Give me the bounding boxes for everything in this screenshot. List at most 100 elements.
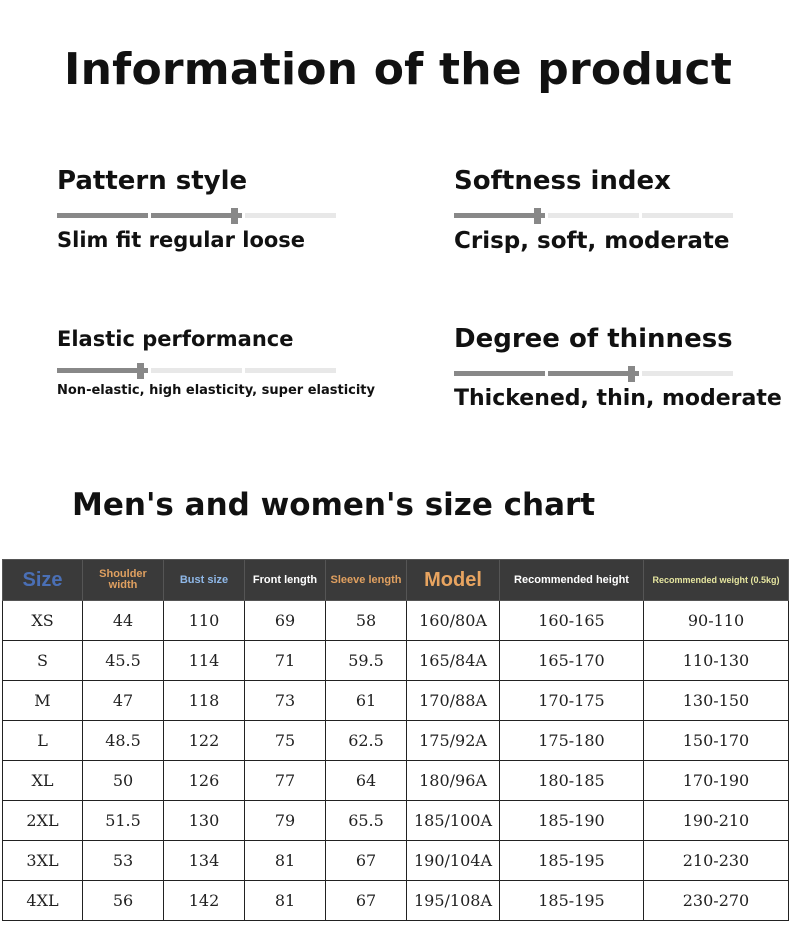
table-cell: 61 — [325, 680, 407, 721]
table-row: XL 50 126 77 64 180/96A 180-185 170-190 — [2, 760, 789, 801]
table-cell: 210-230 — [643, 840, 789, 881]
scale-marker — [534, 208, 541, 224]
attribute-softness-index: Softness index Crisp, soft, moderate — [454, 166, 784, 254]
table-cell: 130-150 — [643, 680, 789, 721]
header-label: Front length — [252, 573, 318, 586]
table-cell: 126 — [163, 760, 245, 801]
attribute-value: Slim fit regular loose — [57, 228, 306, 252]
table-cell: 44 — [82, 600, 164, 641]
table-cell: 180/96A — [406, 760, 500, 801]
attribute-pattern-style: Pattern style Slim fit regular loose — [57, 166, 387, 252]
scale-segment — [245, 213, 336, 218]
table-row: 3XL 53 134 81 67 190/104A 185-195 210-230 — [2, 840, 789, 881]
table-cell: 81 — [244, 880, 326, 921]
scale-segment — [57, 213, 148, 218]
table-cell: 62.5 — [325, 720, 407, 761]
size-chart-header-cell: Recommended weight (0.5kg) — [643, 559, 789, 601]
table-cell: 50 — [82, 760, 164, 801]
table-cell: 114 — [163, 640, 245, 681]
table-cell: 122 — [163, 720, 245, 761]
table-cell: 110 — [163, 600, 245, 641]
table-row: S 45.5 114 71 59.5 165/84A 165-170 110-130 — [2, 640, 789, 681]
size-chart-header-cell: Size — [2, 559, 83, 601]
table-cell: 75 — [244, 720, 326, 761]
table-cell: 150-170 — [643, 720, 789, 761]
table-cell: 2XL — [2, 800, 83, 841]
table-cell: 195/108A — [406, 880, 500, 921]
table-cell: 58 — [325, 600, 407, 641]
table-cell: 134 — [163, 840, 245, 881]
scale-segment — [454, 371, 545, 376]
table-cell: 64 — [325, 760, 407, 801]
attribute-label: Elastic performance — [57, 327, 294, 351]
attribute-value: Crisp, soft, moderate — [454, 228, 730, 254]
table-cell: 110-130 — [643, 640, 789, 681]
table-cell: 170-175 — [499, 680, 644, 721]
table-cell: 170/88A — [406, 680, 500, 721]
table-cell: 175/92A — [406, 720, 500, 761]
table-cell: 73 — [244, 680, 326, 721]
table-cell: 45.5 — [82, 640, 164, 681]
table-cell: 165-170 — [499, 640, 644, 681]
table-cell: 79 — [244, 800, 326, 841]
table-row: M 47 118 73 61 170/88A 170-175 130-150 — [2, 680, 789, 721]
size-chart-header-row: Size Shoulder width Bust size Front length S… — [2, 559, 789, 601]
scale-segment — [151, 213, 242, 218]
attribute-scale-bar — [57, 208, 339, 224]
table-cell: 185-195 — [499, 880, 644, 921]
table-cell: 48.5 — [82, 720, 164, 761]
table-cell: 180-185 — [499, 760, 644, 801]
table-cell: S — [2, 640, 83, 681]
header-label: Size — [22, 569, 63, 591]
size-chart-table: Size Shoulder width Bust size Front length S… — [2, 559, 789, 921]
attribute-value: Thickened, thin, moderate — [454, 386, 782, 411]
attribute-label: Softness index — [454, 166, 671, 196]
table-cell: 160/80A — [406, 600, 500, 641]
header-label: Bust size — [179, 573, 229, 586]
scale-marker — [628, 366, 635, 382]
header-label: Sleeve length — [330, 573, 402, 586]
table-cell: 165/84A — [406, 640, 500, 681]
table-row: L 48.5 122 75 62.5 175/92A 175-180 150-170 — [2, 720, 789, 761]
attribute-degree-of-thinness: Degree of thinness Thickened, thin, mode… — [454, 324, 784, 411]
table-cell: M — [2, 680, 83, 721]
attribute-scale-bar — [454, 208, 736, 224]
scale-segment — [151, 368, 242, 373]
scale-segment — [548, 371, 639, 376]
table-cell: 67 — [325, 880, 407, 921]
table-cell: 81 — [244, 840, 326, 881]
table-cell: 170-190 — [643, 760, 789, 801]
size-chart-header-cell: Shoulder width — [82, 559, 164, 601]
table-cell: 230-270 — [643, 880, 789, 921]
scale-segment — [548, 213, 639, 218]
scale-segment — [57, 368, 148, 373]
table-cell: L — [2, 720, 83, 761]
header-label: Recommended height — [514, 573, 629, 586]
size-chart-header-cell: Model — [406, 559, 500, 601]
table-cell: 3XL — [2, 840, 83, 881]
header-label: Model — [424, 569, 482, 591]
table-cell: 160-165 — [499, 600, 644, 641]
scale-segment — [642, 371, 733, 376]
table-row: 4XL 56 142 81 67 195/108A 185-195 230-270 — [2, 880, 789, 921]
table-cell: XL — [2, 760, 83, 801]
size-chart-body: XS 44 110 69 58 160/80A 160-165 90-110 S 45.5 114 7… — [2, 600, 789, 921]
table-row: XS 44 110 69 58 160/80A 160-165 90-110 — [2, 600, 789, 641]
table-cell: 175-180 — [499, 720, 644, 761]
header-label: Recommended weight (0.5kg) — [652, 574, 780, 585]
table-cell: 65.5 — [325, 800, 407, 841]
header-label: Shoulder width — [99, 568, 147, 591]
table-cell: 59.5 — [325, 640, 407, 681]
size-chart-header-cell: Bust size — [163, 559, 245, 601]
table-cell: 47 — [82, 680, 164, 721]
table-cell: 118 — [163, 680, 245, 721]
attribute-scale-bar — [454, 366, 736, 382]
size-chart-title: Men's and women's size chart — [72, 487, 596, 523]
table-cell: XS — [2, 600, 83, 641]
table-cell: 185-195 — [499, 840, 644, 881]
table-cell: 67 — [325, 840, 407, 881]
table-cell: 190-210 — [643, 800, 789, 841]
size-chart-header-cell: Recommended height — [499, 559, 644, 601]
attribute-scale-bar — [57, 363, 339, 379]
table-cell: 130 — [163, 800, 245, 841]
